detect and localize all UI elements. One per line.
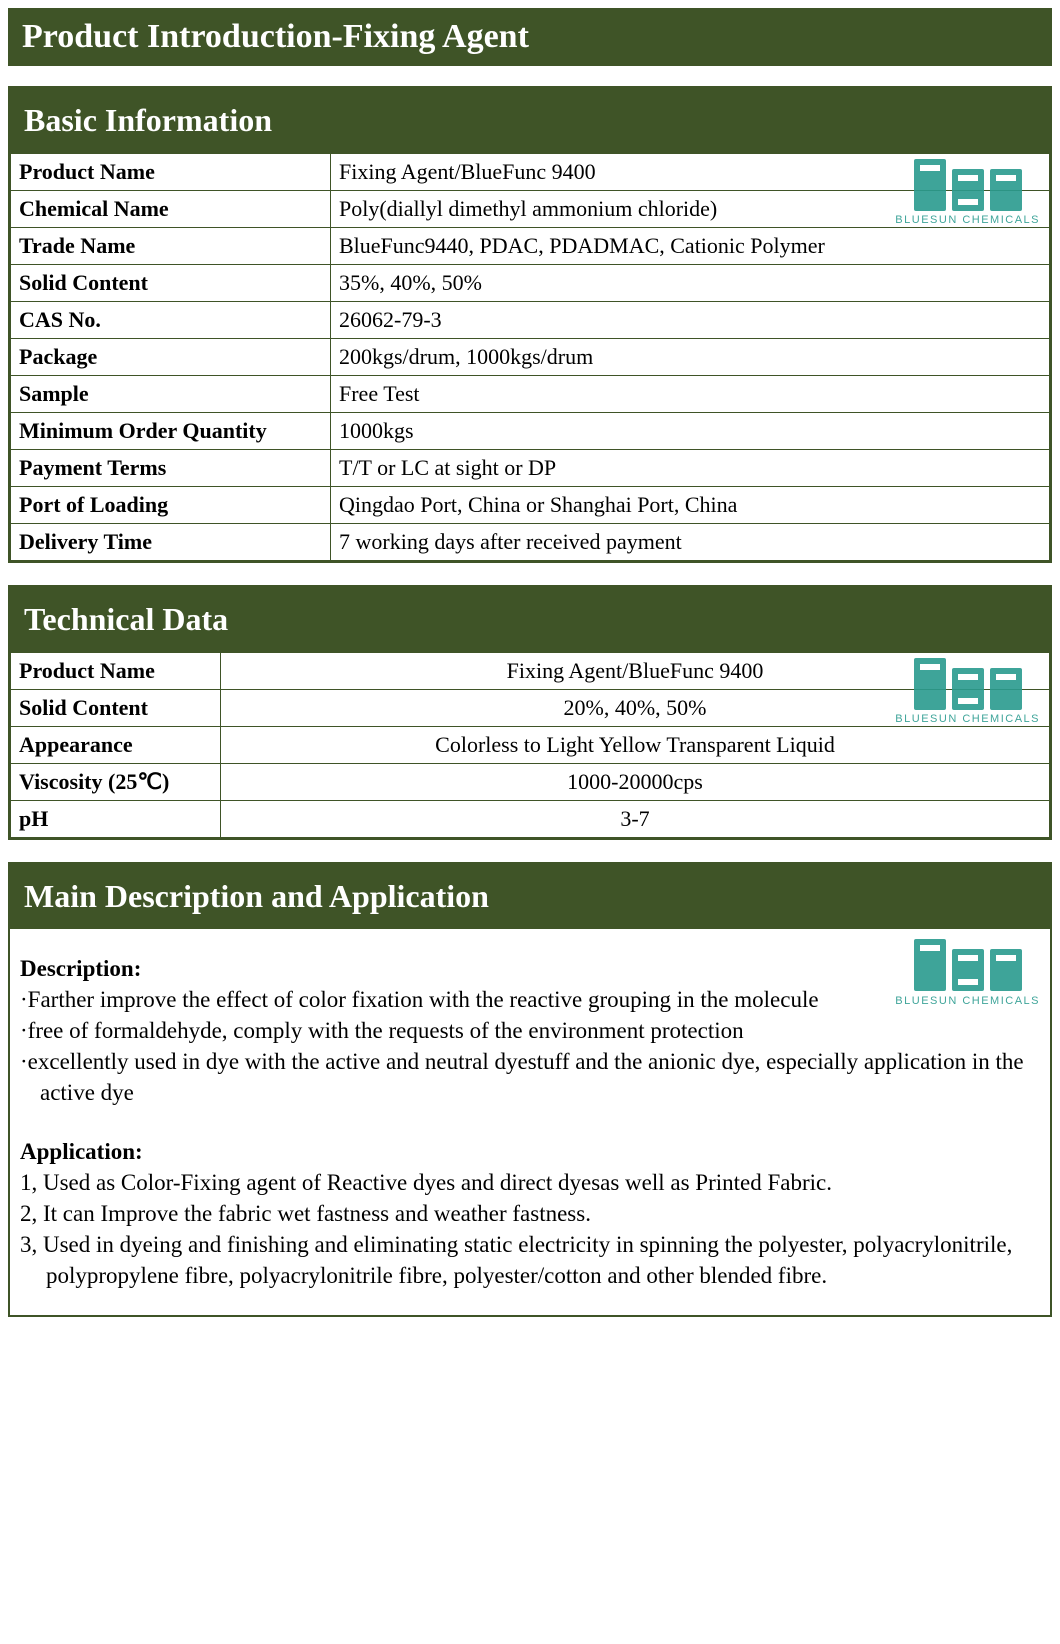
row-value: Colorless to Light Yellow Transparent Li… xyxy=(221,727,1050,764)
row-value: Fixing Agent/BlueFunc 9400 xyxy=(221,653,1050,690)
row-label: Trade Name xyxy=(11,228,331,265)
table-row: Payment TermsT/T or LC at sight or DP xyxy=(11,450,1050,487)
row-value: BlueFunc9440, PDAC, PDADMAC, Cationic Po… xyxy=(331,228,1050,265)
table-row: Product NameFixing Agent/BlueFunc 9400 xyxy=(11,653,1050,690)
row-label: Viscosity (25℃) xyxy=(11,764,221,801)
application-line: 2, It can Improve the fabric wet fastnes… xyxy=(20,1198,1040,1229)
main-description-section: Main Description and Application BLUESUN… xyxy=(8,862,1052,1317)
row-value: 26062-79-3 xyxy=(331,302,1050,339)
row-value: 35%, 40%, 50% xyxy=(331,265,1050,302)
table-row: Product NameFixing Agent/BlueFunc 9400 xyxy=(11,154,1050,191)
page-title-bar: Product Introduction-Fixing Agent xyxy=(8,8,1052,66)
technical-data-section: Technical Data BLUESUN CHEMICALS Product… xyxy=(8,585,1052,840)
table-row: Viscosity (25℃)1000-20000cps xyxy=(11,764,1050,801)
table-row: Chemical NamePoly(diallyl dimethyl ammon… xyxy=(11,191,1050,228)
table-row: Trade NameBlueFunc9440, PDAC, PDADMAC, C… xyxy=(11,228,1050,265)
basic-info-section: Basic Information BLUESUN CHEMICALS Prod… xyxy=(8,86,1052,563)
row-label: Product Name xyxy=(11,653,221,690)
row-value: T/T or LC at sight or DP xyxy=(331,450,1050,487)
table-row: Minimum Order Quantity1000kgs xyxy=(11,413,1050,450)
row-value: 3-7 xyxy=(221,801,1050,838)
row-value: Fixing Agent/BlueFunc 9400 xyxy=(331,154,1050,191)
row-label: Chemical Name xyxy=(11,191,331,228)
row-value: 20%, 40%, 50% xyxy=(221,690,1050,727)
application-heading: Application: xyxy=(20,1136,1040,1167)
description-line: ·free of formaldehyde, comply with the r… xyxy=(20,1015,1040,1046)
description-line: ·excellently used in dye with the active… xyxy=(20,1046,1040,1108)
row-value: 7 working days after received payment xyxy=(331,524,1050,561)
row-label: Appearance xyxy=(11,727,221,764)
row-label: Delivery Time xyxy=(11,524,331,561)
row-label: Solid Content xyxy=(11,690,221,727)
page-title: Product Introduction-Fixing Agent xyxy=(22,18,529,55)
technical-data-header: Technical Data xyxy=(10,587,1050,652)
table-row: Port of LoadingQingdao Port, China or Sh… xyxy=(11,487,1050,524)
row-label: CAS No. xyxy=(11,302,331,339)
main-description-header: Main Description and Application xyxy=(10,864,1050,929)
application-line: 3, Used in dyeing and finishing and elim… xyxy=(20,1229,1040,1291)
row-value: 200kgs/drum, 1000kgs/drum xyxy=(331,339,1050,376)
basic-info-table: Product NameFixing Agent/BlueFunc 9400Ch… xyxy=(10,153,1050,561)
table-row: Delivery Time7 working days after receiv… xyxy=(11,524,1050,561)
table-row: CAS No.26062-79-3 xyxy=(11,302,1050,339)
table-row: Package200kgs/drum, 1000kgs/drum xyxy=(11,339,1050,376)
table-row: pH3-7 xyxy=(11,801,1050,838)
row-label: Minimum Order Quantity xyxy=(11,413,331,450)
basic-info-header: Basic Information xyxy=(10,88,1050,153)
row-value: 1000kgs xyxy=(331,413,1050,450)
row-value: Qingdao Port, China or Shanghai Port, Ch… xyxy=(331,487,1050,524)
description-line: ·Farther improve the effect of color fix… xyxy=(20,984,1040,1015)
technical-data-table: Product NameFixing Agent/BlueFunc 9400So… xyxy=(10,652,1050,838)
row-label: Solid Content xyxy=(11,265,331,302)
row-label: Port of Loading xyxy=(11,487,331,524)
table-row: Solid Content20%, 40%, 50% xyxy=(11,690,1050,727)
row-label: Payment Terms xyxy=(11,450,331,487)
description-heading: Description: xyxy=(20,953,1040,984)
table-row: Solid Content35%, 40%, 50% xyxy=(11,265,1050,302)
row-value: Poly(diallyl dimethyl ammonium chloride) xyxy=(331,191,1050,228)
row-value: 1000-20000cps xyxy=(221,764,1050,801)
row-label: Package xyxy=(11,339,331,376)
row-label: Sample xyxy=(11,376,331,413)
main-description-body: BLUESUN CHEMICALS Description: ·Farther … xyxy=(10,929,1050,1315)
table-row: SampleFree Test xyxy=(11,376,1050,413)
row-value: Free Test xyxy=(331,376,1050,413)
table-row: AppearanceColorless to Light Yellow Tran… xyxy=(11,727,1050,764)
row-label: pH xyxy=(11,801,221,838)
application-line: 1, Used as Color-Fixing agent of Reactiv… xyxy=(20,1167,1040,1198)
row-label: Product Name xyxy=(11,154,331,191)
